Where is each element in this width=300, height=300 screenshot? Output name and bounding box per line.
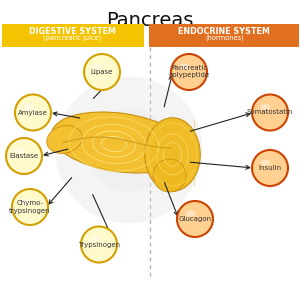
Ellipse shape bbox=[179, 63, 190, 70]
Text: Somatostatin: Somatostatin bbox=[247, 110, 293, 116]
Text: Insulin: Insulin bbox=[258, 165, 282, 171]
Text: DIGESTIVE SYSTEM: DIGESTIVE SYSTEM bbox=[28, 27, 116, 36]
Circle shape bbox=[84, 54, 120, 90]
Circle shape bbox=[87, 108, 171, 192]
Circle shape bbox=[12, 189, 48, 225]
Circle shape bbox=[252, 94, 288, 130]
Ellipse shape bbox=[21, 199, 31, 205]
Text: Amylase: Amylase bbox=[18, 110, 48, 116]
Ellipse shape bbox=[52, 112, 188, 173]
FancyBboxPatch shape bbox=[148, 24, 298, 46]
Circle shape bbox=[56, 76, 202, 224]
Text: Lipase: Lipase bbox=[91, 69, 113, 75]
Text: Elastase: Elastase bbox=[9, 153, 39, 159]
Text: (hormones): (hormones) bbox=[205, 35, 244, 41]
Circle shape bbox=[171, 54, 207, 90]
Ellipse shape bbox=[153, 159, 186, 192]
Circle shape bbox=[15, 94, 51, 130]
Text: (pancreatic juice): (pancreatic juice) bbox=[43, 35, 101, 41]
Ellipse shape bbox=[15, 147, 25, 154]
Text: Chymo-
trypsinogen: Chymo- trypsinogen bbox=[9, 200, 51, 214]
Circle shape bbox=[6, 138, 42, 174]
Circle shape bbox=[81, 226, 117, 262]
Ellipse shape bbox=[260, 104, 271, 110]
Circle shape bbox=[177, 201, 213, 237]
Text: Pancreatic
polypeptide: Pancreatic polypeptide bbox=[168, 65, 210, 79]
Ellipse shape bbox=[89, 236, 100, 242]
Ellipse shape bbox=[47, 126, 82, 153]
FancyBboxPatch shape bbox=[2, 24, 144, 46]
Ellipse shape bbox=[145, 118, 200, 191]
Text: Pancreas: Pancreas bbox=[106, 11, 194, 29]
Ellipse shape bbox=[24, 104, 34, 110]
Ellipse shape bbox=[260, 159, 271, 166]
Text: Trypsinogen: Trypsinogen bbox=[78, 242, 120, 248]
Circle shape bbox=[252, 150, 288, 186]
Text: Glucagon: Glucagon bbox=[178, 216, 212, 222]
Ellipse shape bbox=[185, 211, 196, 217]
Ellipse shape bbox=[92, 63, 103, 70]
Text: ENDOCRINE SYSTEM: ENDOCRINE SYSTEM bbox=[178, 27, 270, 36]
